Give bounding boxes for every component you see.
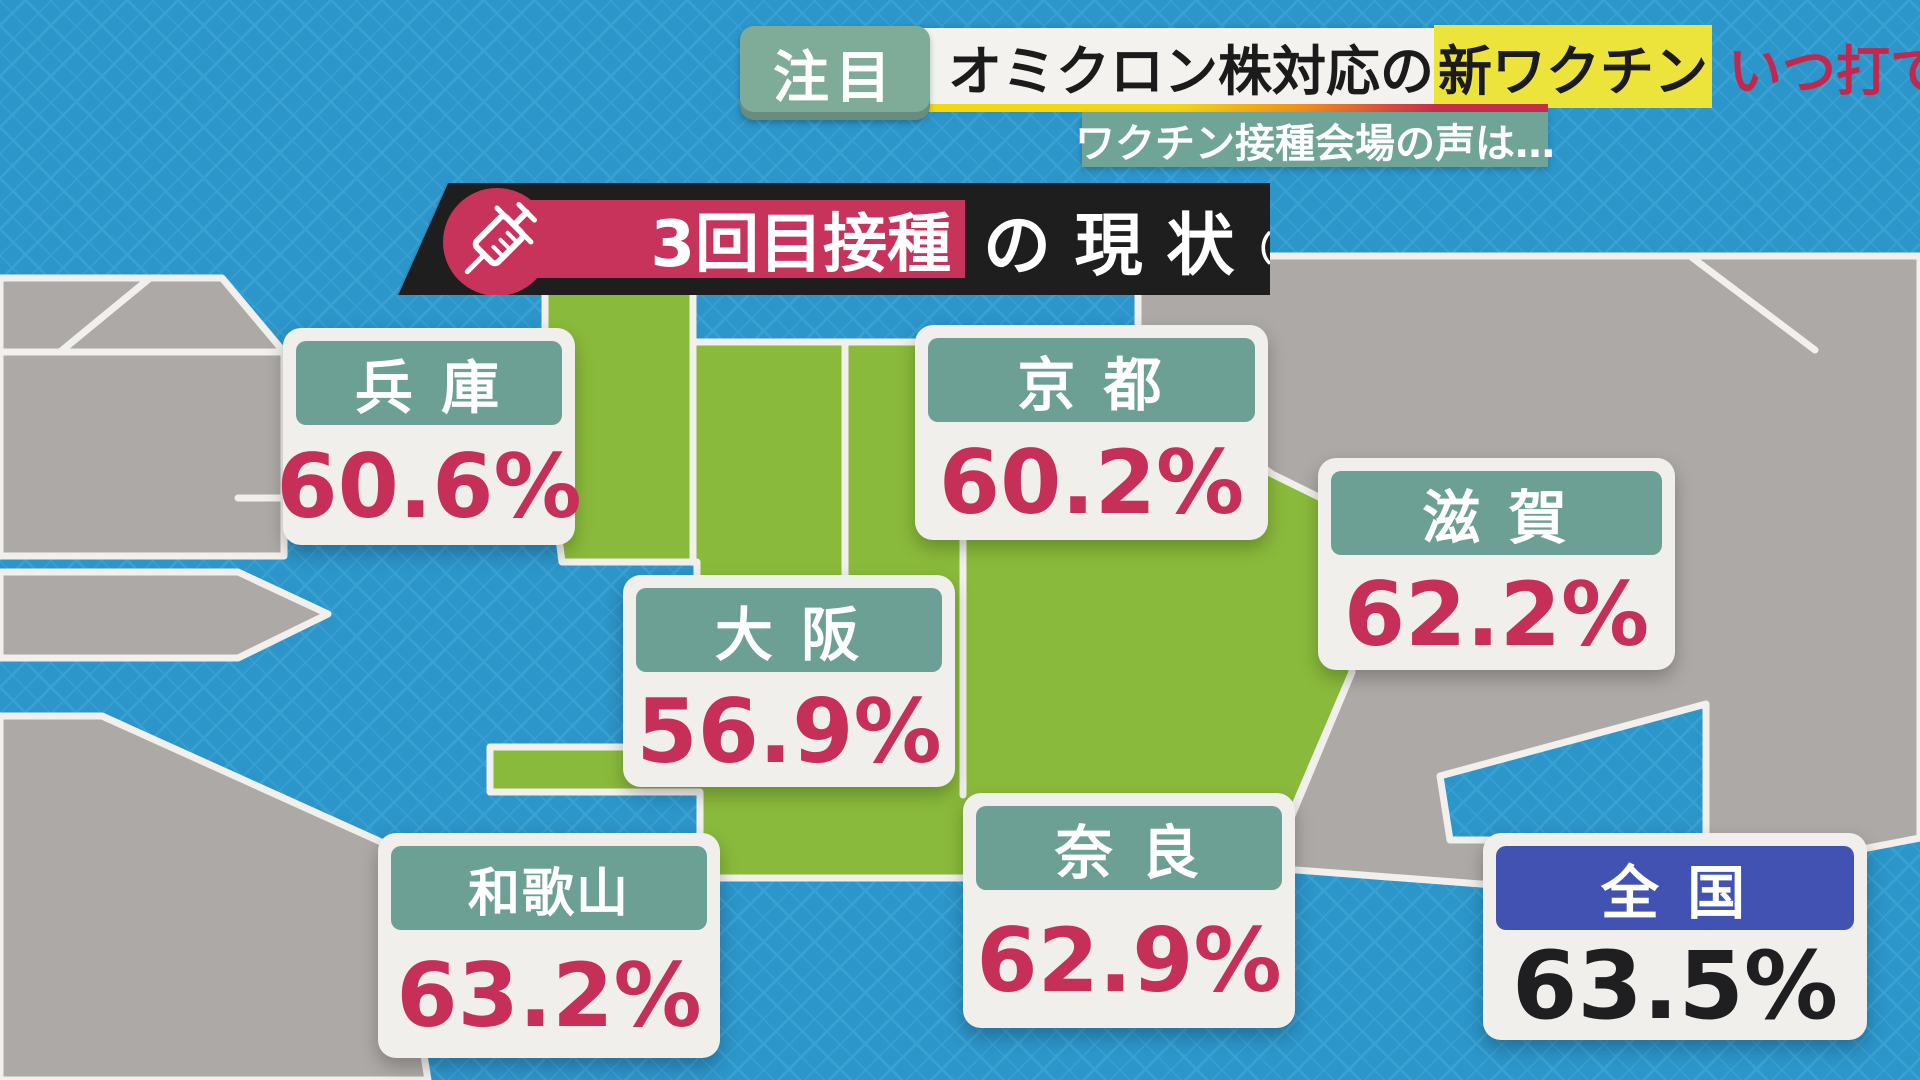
headline-question: いつ打てる？ [1728, 39, 1920, 103]
prefecture-name: 兵 庫 [296, 341, 562, 425]
vaccination-rate: 60.2% [938, 431, 1245, 534]
syringe-badge [443, 188, 551, 295]
prefecture-name: 奈 良 [976, 806, 1282, 890]
map-region-gray-peninsula [0, 568, 332, 662]
headline-text: オミクロン株対応の [948, 39, 1434, 103]
vaccination-rate: 60.6% [276, 435, 582, 538]
prefecture-name: 滋 賀 [1331, 471, 1662, 555]
vaccination-rate: 62.2% [1343, 562, 1650, 666]
banner-rest: の 現 状 （きのう時点） [983, 183, 1270, 295]
prefecture-name: 和歌山 [391, 846, 707, 930]
prefecture-card-nara: 奈 良 62.9% [963, 793, 1295, 1028]
vaccination-rate: 56.9% [636, 679, 942, 783]
prefecture-name: 大 阪 [636, 588, 942, 672]
prefecture-card-shiga: 滋 賀 62.2% [1318, 458, 1675, 670]
nationwide-card: 全 国 63.5% [1483, 833, 1867, 1041]
banner-note-text: （きのう時点） [1238, 222, 1270, 271]
prefecture-card-osaka: 大 阪 56.9% [623, 575, 955, 787]
sub-headline-strip: ワクチン接種会場の声は… [1075, 112, 1555, 167]
map-border-line [1686, 252, 1819, 354]
nationwide-name: 全 国 [1496, 846, 1854, 930]
attention-badge: 注目 [740, 26, 930, 120]
banner-rest-text: の 現 状 [983, 206, 1235, 286]
headline-underline [908, 104, 1548, 112]
banner-highlight-text: 3回目接種 [650, 208, 951, 282]
headline-highlight: 新ワクチン [1434, 24, 1712, 108]
prefecture-card-hyogo: 兵 庫 60.6% [276, 328, 582, 545]
prefecture-name: 京 都 [928, 338, 1255, 422]
nationwide-rate: 63.5% [1511, 932, 1839, 1041]
sub-headline-text: ワクチン接種会場の声は… [1075, 120, 1555, 167]
syringe-icon [464, 202, 537, 275]
headline-bar: オミクロン株対応の新ワクチンいつ打てる？ [908, 24, 1920, 108]
prefecture-card-kyoto: 京 都 60.2% [915, 325, 1268, 540]
map-border-line [56, 274, 154, 356]
attention-badge-label: 注目 [773, 45, 897, 111]
map-region-gray-northwest [0, 274, 288, 560]
vaccination-rate: 62.9% [976, 909, 1282, 1012]
vaccination-rate: 63.2% [396, 944, 702, 1047]
title-banner: 3回目接種 の 現 状 （きのう時点） [397, 183, 1270, 295]
prefecture-card-wakayama: 和歌山 63.2% [378, 833, 720, 1058]
banner-highlight-pill: 3回目接種 [495, 200, 965, 282]
